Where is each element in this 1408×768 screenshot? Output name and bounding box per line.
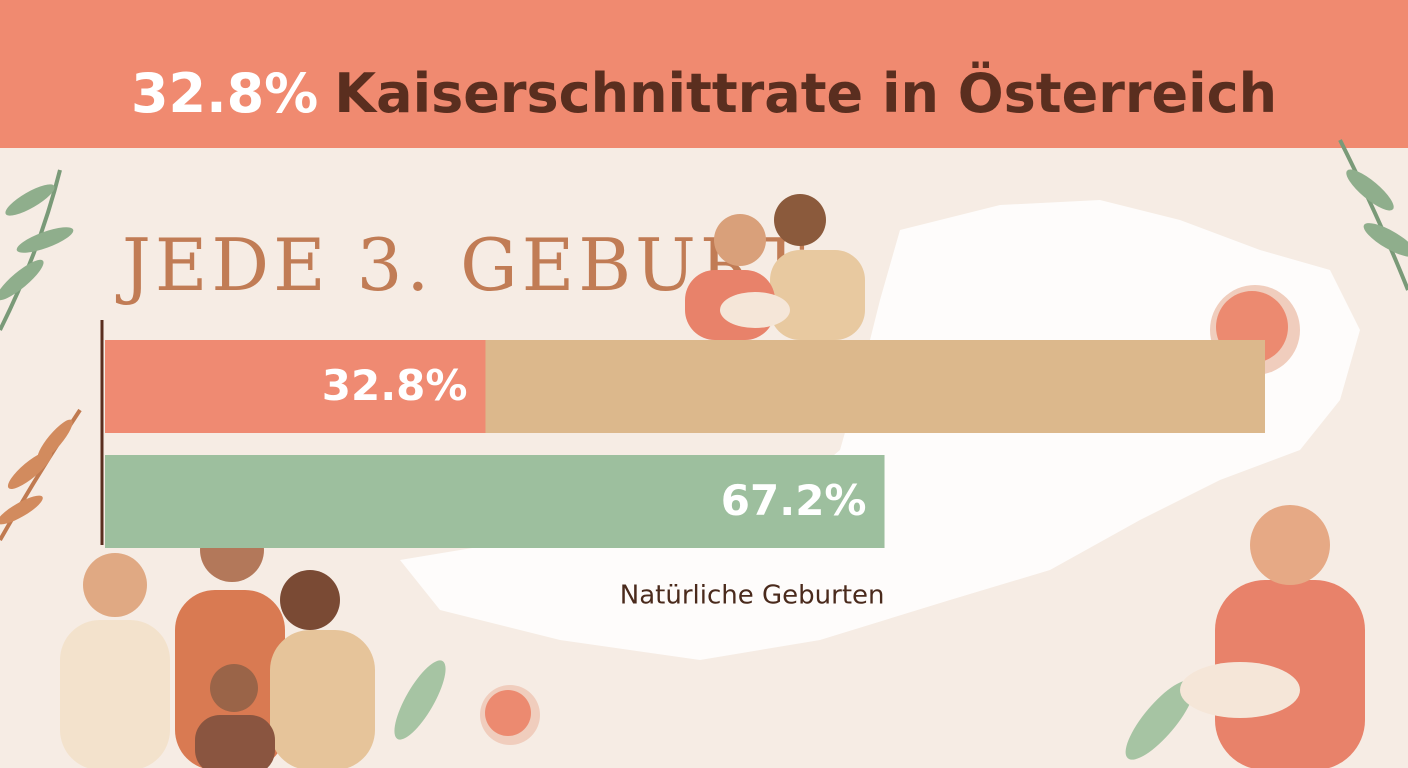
leaf-decoration (0, 408, 82, 541)
header-band (0, 0, 1408, 148)
title-text: Kaiserschnittrate in Österreich (334, 62, 1277, 125)
chart-title: 32.8% Kaiserschnittrate in Österreich (131, 62, 1277, 125)
bar (105, 455, 885, 548)
bar (105, 340, 486, 433)
leaf-decoration (0, 139, 1408, 331)
family-illustration (60, 518, 375, 768)
category-label: Natürliche Geburten (620, 581, 885, 611)
mother-illustration (1180, 505, 1365, 768)
title-highlight: 32.8% (131, 62, 318, 125)
value-label: 32.8% (322, 361, 468, 410)
value-label: 67.2% (721, 476, 867, 525)
couple-illustration (685, 194, 865, 340)
bar-group: 32.8% 67.2% Natürliche Geburten (105, 340, 1265, 611)
leaf-decoration (394, 660, 1195, 760)
